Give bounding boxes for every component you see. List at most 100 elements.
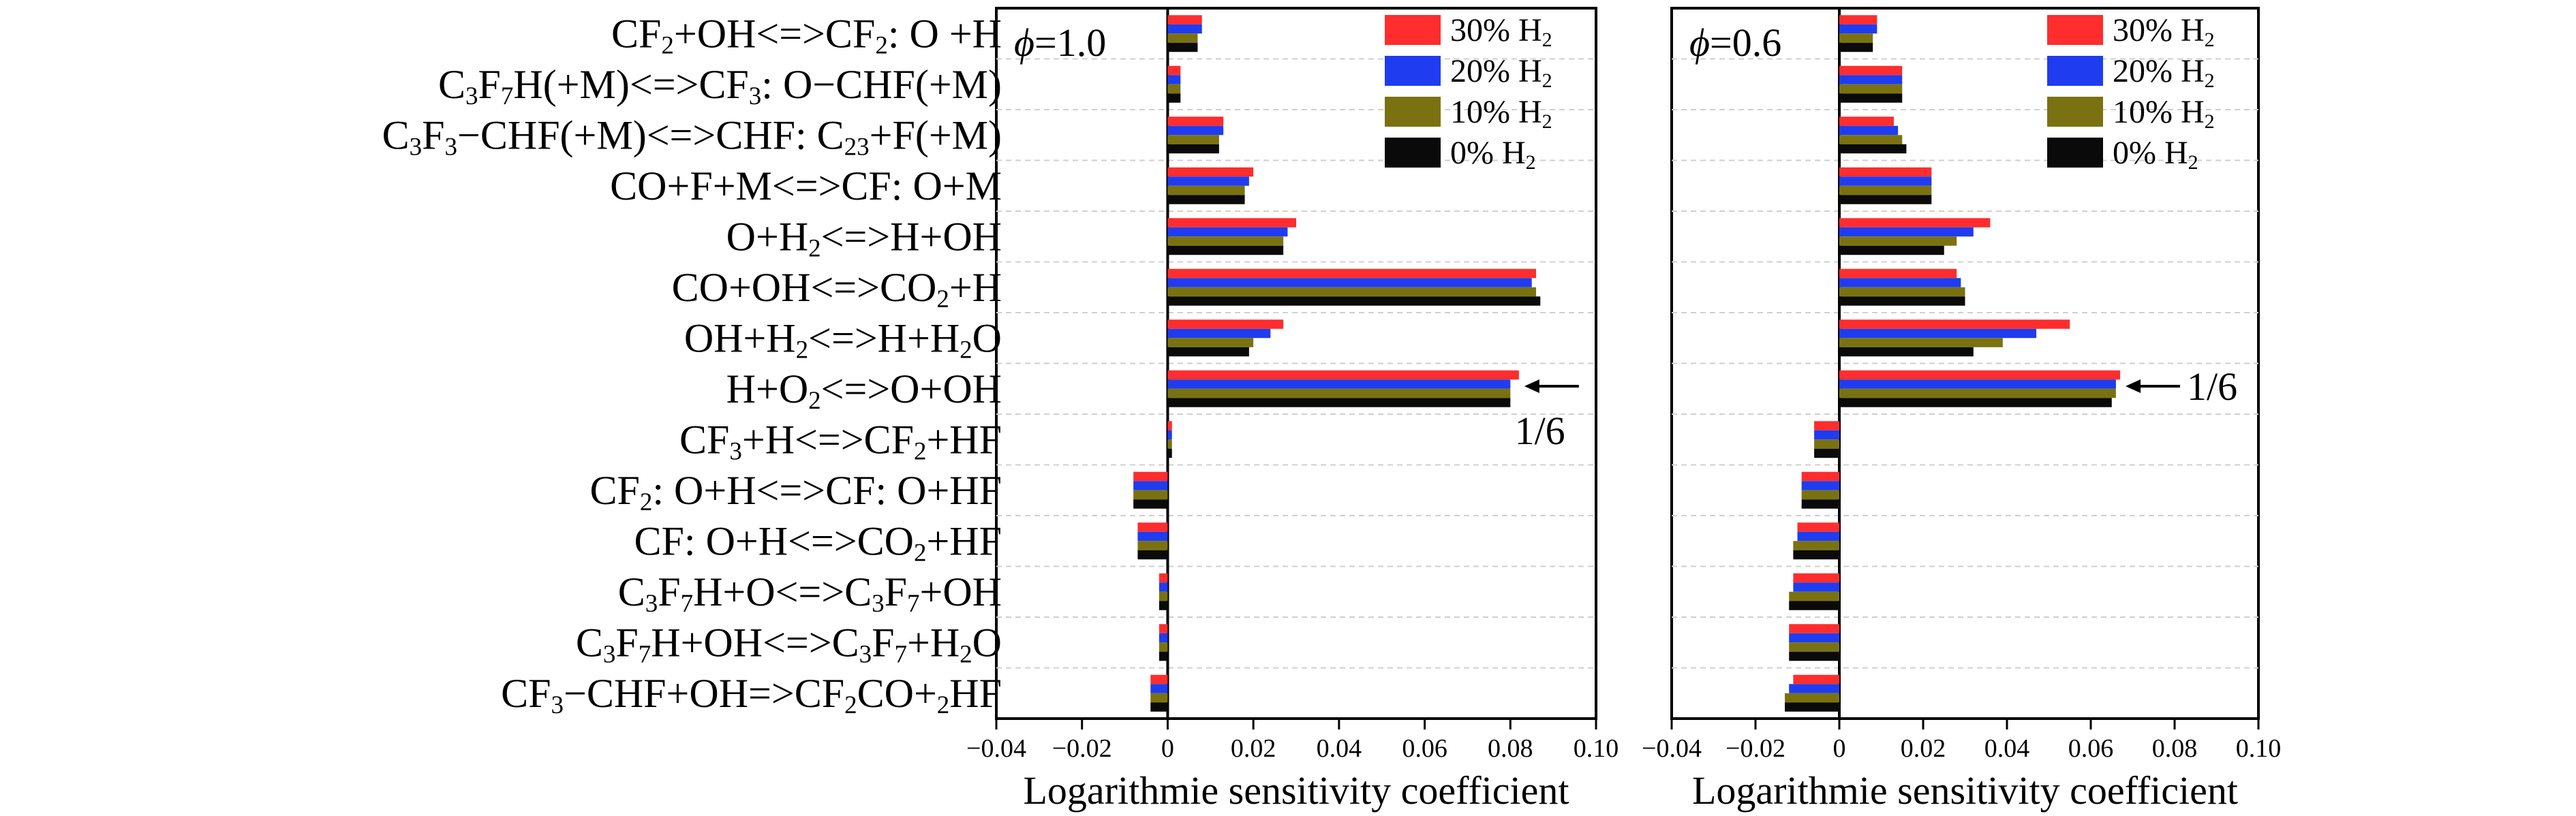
- bar: [1167, 227, 1288, 237]
- bar: [1150, 702, 1168, 712]
- panel-label: ϕ=0.6: [1689, 20, 1781, 65]
- bar: [1789, 684, 1839, 693]
- bar: [1167, 116, 1224, 126]
- bar: [1167, 15, 1202, 25]
- bar: [1839, 319, 2070, 329]
- bar: [1785, 702, 1839, 712]
- panel-phi-1-0: −0.04 −0.02 0 0.02 0.04 0.06 0.08 0.10Logarithm…: [966, 7, 1619, 813]
- bar: [1839, 388, 2116, 398]
- bar: [1839, 33, 1873, 43]
- tick-label: 0.08: [2152, 734, 2198, 763]
- bar: [1167, 33, 1198, 43]
- tick-label: −0.02: [1052, 734, 1112, 763]
- bar: [1150, 674, 1168, 685]
- bar: [1839, 84, 1903, 94]
- bar: [1839, 185, 1932, 195]
- tick-label: 0.10: [2236, 734, 2282, 763]
- bar: [1167, 245, 1284, 255]
- bar: [1137, 522, 1168, 532]
- legend-label: 0% H2: [2113, 135, 2198, 174]
- panel-label: ϕ=1.0: [1014, 20, 1106, 65]
- reaction-label: CF3−CHF+OH=>CF2CO+2HF: [501, 671, 1002, 719]
- panel-phi-0-6: −0.04 −0.02 0 0.02 0.04 0.06 0.08 0.10 Logarithm…: [1642, 7, 2282, 813]
- legend-label: 20% H2: [1450, 53, 1552, 92]
- bar: [1167, 379, 1511, 389]
- bar: [1801, 490, 1839, 500]
- tick-label: 0.04: [1984, 734, 2030, 763]
- tick-label: 0.02: [1231, 734, 1276, 763]
- bar: [1167, 430, 1172, 440]
- bar: [1167, 338, 1254, 347]
- bar: [1159, 582, 1168, 592]
- bar: [1839, 338, 2003, 347]
- bar: [1167, 167, 1254, 177]
- tick-label: 0.10: [1574, 734, 1619, 763]
- bar: [1167, 268, 1536, 279]
- legend-swatch: [1385, 97, 1441, 127]
- bar: [1167, 278, 1532, 287]
- bar: [1167, 439, 1172, 449]
- bar: [1839, 268, 1957, 279]
- reaction-label: CF: O+H<=>CO2+HF: [634, 518, 1002, 567]
- bar: [1789, 651, 1839, 661]
- bar: [1839, 15, 1877, 25]
- bar: [1167, 218, 1296, 227]
- bar: [1167, 84, 1181, 94]
- bar: [1839, 65, 1903, 76]
- bar: [1167, 328, 1271, 339]
- reaction-label: C3F7H+OH<=>C3F7+H2O: [576, 620, 1002, 668]
- bar: [1133, 471, 1168, 482]
- reaction-label: H+O2<=>O+OH: [726, 366, 1002, 415]
- bar: [1167, 135, 1219, 144]
- reaction-label: C3F3−CHF(+M)<=>CHF: C23+F(+M): [382, 112, 1002, 161]
- annotation-arrow-head: [1524, 379, 1539, 394]
- legend-swatch: [2047, 56, 2103, 86]
- bar: [1133, 490, 1168, 500]
- bar: [1797, 531, 1839, 542]
- bar: [1839, 328, 2037, 339]
- tick-label: −0.02: [1726, 734, 1785, 763]
- legend-swatch: [1385, 138, 1441, 168]
- bar: [1801, 481, 1839, 490]
- bar: [1167, 195, 1245, 204]
- reaction-label: CO+F+M<=>CF: O+M: [610, 163, 1002, 208]
- legend-label: 30% H2: [1450, 12, 1552, 51]
- bar: [1167, 370, 1519, 380]
- bar: [1785, 693, 1839, 703]
- reaction-label: OH+H2<=>H+H2O: [684, 315, 1002, 364]
- bar: [1789, 633, 1839, 643]
- bar: [1137, 550, 1168, 560]
- bar: [1789, 642, 1839, 652]
- tick-label: 0.04: [1317, 734, 1362, 763]
- reaction-label: C3F7H+O<=>C3F7+OH: [618, 569, 1002, 618]
- legend-swatch: [2047, 15, 2103, 45]
- bar: [1137, 541, 1168, 550]
- bar: [1167, 296, 1541, 306]
- bar: [1159, 573, 1168, 583]
- legend-swatch: [2047, 97, 2103, 127]
- legend-label: 10% H2: [1450, 94, 1552, 133]
- tick-label: 0: [1833, 734, 1846, 763]
- legend-swatch: [1385, 56, 1441, 86]
- reaction-label: CO+OH<=>CO2+H: [672, 265, 1002, 313]
- bar: [1159, 601, 1168, 610]
- bar: [1814, 421, 1839, 430]
- tick-label: 0.06: [1402, 734, 1447, 763]
- reaction-label: CF2: O+H<=>CF: O+HF: [590, 468, 1002, 516]
- bar: [1839, 245, 1944, 255]
- bar: [1839, 135, 1903, 144]
- bar: [1814, 448, 1839, 458]
- bar: [1839, 227, 1974, 237]
- bar: [1839, 42, 1873, 52]
- tick-label: 0.02: [1901, 734, 1946, 763]
- legend-label: 20% H2: [2113, 53, 2215, 92]
- tick-label: 0.08: [1488, 734, 1533, 763]
- bar: [1167, 65, 1181, 76]
- tick-label: 0: [1161, 734, 1174, 763]
- bar: [1839, 218, 1991, 227]
- bar: [1159, 591, 1168, 601]
- bar: [1839, 176, 1932, 186]
- bar: [1814, 430, 1839, 440]
- tick-label: 0.06: [2068, 734, 2114, 763]
- bar: [1159, 651, 1168, 661]
